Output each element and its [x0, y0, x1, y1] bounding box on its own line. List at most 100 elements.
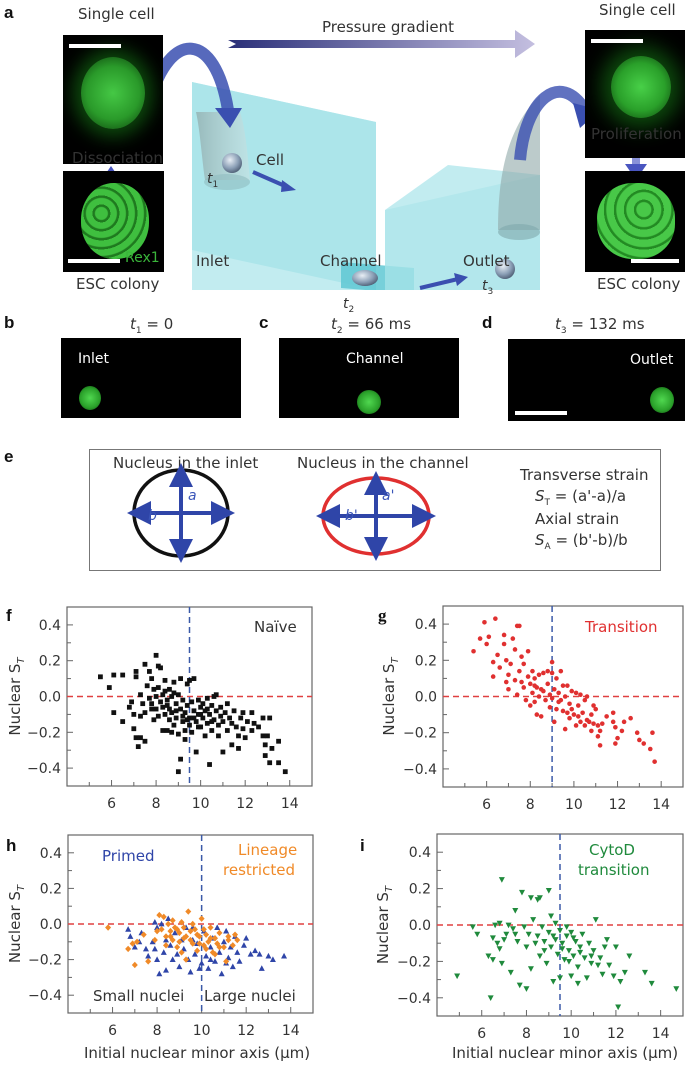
data-point — [591, 703, 596, 708]
cell-blob — [650, 387, 674, 413]
panel-label-h: h — [6, 836, 17, 855]
data-point — [240, 726, 246, 732]
data-point — [140, 701, 146, 707]
data-point — [131, 943, 138, 950]
data-point — [619, 728, 625, 734]
y-tick-label: 0.0 — [415, 690, 437, 706]
x-tick-label: 10 — [565, 797, 583, 813]
data-point — [175, 731, 181, 737]
axial-strain-title: Axial strain — [535, 510, 620, 528]
data-point — [145, 958, 152, 965]
data-point — [586, 940, 593, 947]
data-point — [227, 943, 234, 950]
t2-label: t2 — [343, 296, 355, 315]
panel-c-time: t2 = 66 ms — [331, 315, 412, 336]
data-point — [164, 728, 170, 733]
data-point — [133, 735, 139, 741]
data-point — [650, 730, 655, 735]
data-point — [169, 694, 175, 699]
data-point — [613, 741, 618, 746]
data-point — [543, 960, 550, 967]
data-point — [160, 913, 167, 921]
data-point — [573, 723, 579, 728]
data-point — [147, 695, 152, 701]
data-point — [229, 942, 236, 949]
data-point — [171, 924, 178, 931]
data-point — [111, 672, 117, 678]
data-point — [131, 961, 138, 969]
data-point — [212, 935, 218, 942]
data-point — [567, 715, 572, 721]
data-point — [512, 677, 518, 683]
label-b-prime: b' — [345, 508, 358, 524]
data-point — [196, 724, 201, 730]
data-point — [158, 926, 165, 933]
data-point — [212, 951, 218, 958]
data-point — [493, 616, 498, 621]
data-point — [175, 769, 181, 775]
data-point — [582, 697, 588, 703]
i-x-axis-label: Initial nuclear minor axis (μm) — [452, 1044, 679, 1062]
data-point — [125, 926, 132, 932]
data-point — [163, 967, 169, 973]
small-nuclei-label: Small nuclei — [93, 987, 185, 1005]
data-point — [484, 641, 489, 647]
data-point — [240, 710, 246, 716]
data-point — [570, 953, 577, 960]
y-tick-label: 0.0 — [409, 918, 431, 934]
data-point — [584, 717, 590, 723]
x-tick-label: 10 — [192, 796, 210, 812]
channel-nucleus-title: Nucleus in the channel — [297, 454, 469, 472]
y-tick-label: 0.4 — [415, 617, 437, 633]
data-point — [189, 920, 196, 928]
data-point — [243, 935, 250, 941]
data-point — [549, 696, 555, 701]
data-point — [496, 946, 503, 952]
data-point — [260, 715, 266, 721]
data-point — [589, 712, 594, 717]
data-point — [541, 938, 548, 945]
data-point — [209, 719, 215, 724]
data-point — [191, 951, 198, 957]
data-point — [169, 710, 175, 716]
data-point — [549, 659, 555, 665]
data-point — [149, 701, 155, 707]
data-point — [224, 701, 230, 707]
data-point — [198, 959, 205, 966]
data-point — [105, 924, 112, 931]
data-point — [202, 733, 208, 739]
y-tick-label: −0.2 — [27, 725, 61, 741]
data-point — [525, 648, 531, 654]
data-point — [570, 935, 577, 941]
data-point — [615, 735, 620, 741]
data-point — [621, 719, 627, 725]
data-point — [591, 721, 596, 726]
data-point — [557, 928, 563, 934]
data-point — [516, 982, 523, 989]
data-point — [126, 704, 132, 710]
nucleus-diagrams — [127, 463, 436, 563]
data-point — [173, 715, 179, 721]
transverse-strain-formula: ST = (a'-a)/a — [535, 487, 627, 508]
data-point — [207, 956, 214, 962]
microfluidic-schematic — [100, 30, 647, 290]
data-point — [156, 911, 163, 919]
data-point — [176, 938, 183, 945]
t1-label: t1 — [207, 171, 219, 190]
data-point — [233, 724, 239, 730]
data-point — [590, 948, 597, 954]
data-point — [510, 636, 516, 641]
data-point — [142, 661, 148, 667]
data-point — [517, 668, 522, 674]
panel-c-channel-label: Channel — [346, 351, 404, 367]
data-point — [541, 670, 546, 676]
data-point — [236, 746, 241, 751]
data-point — [559, 946, 566, 952]
panel-label-f: f — [6, 606, 12, 625]
data-point — [534, 712, 540, 717]
data-point — [184, 703, 190, 708]
data-point — [149, 706, 155, 712]
data-point — [198, 704, 204, 710]
data-point — [134, 938, 141, 945]
data-point — [503, 679, 509, 685]
